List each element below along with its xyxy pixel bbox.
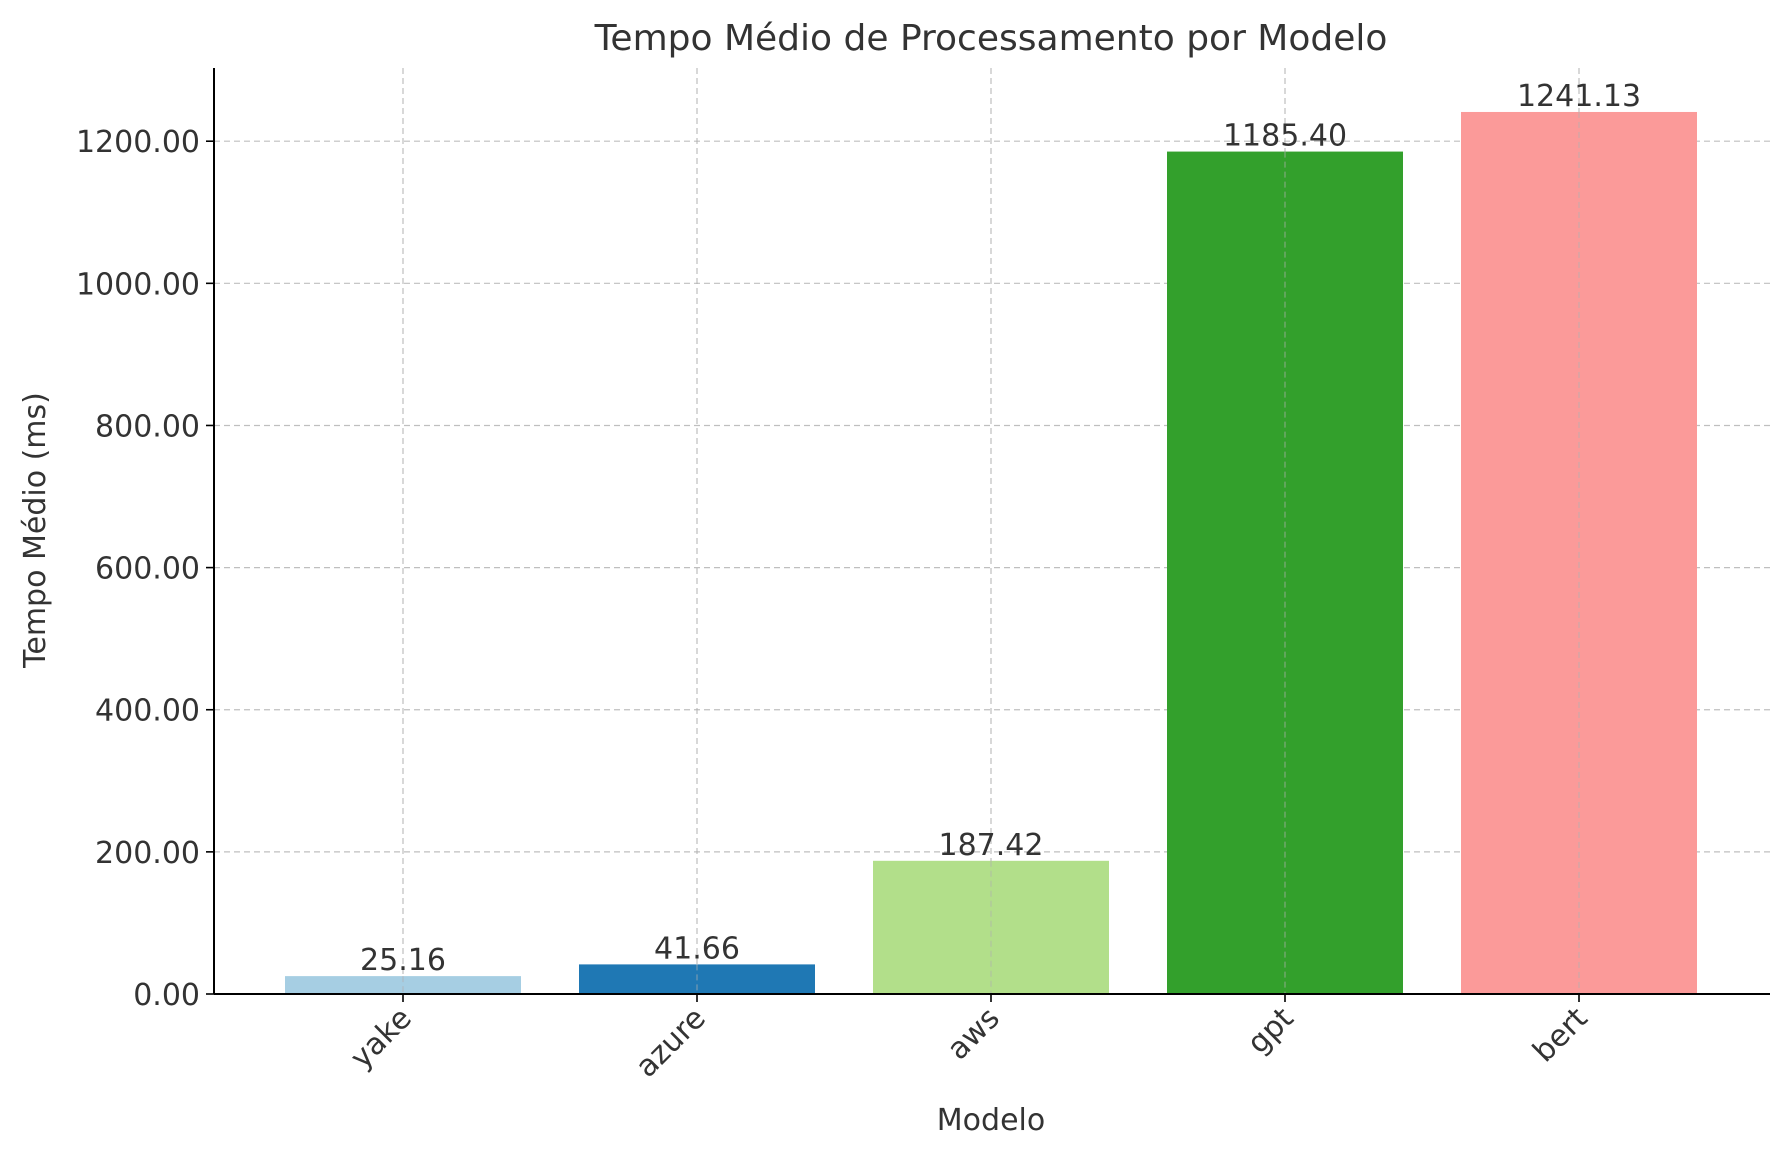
y-tick-label-1: 200.00 — [95, 836, 200, 871]
x-tick-label-aws: aws — [940, 1001, 1006, 1067]
x-tick-label-bert: bert — [1526, 1001, 1594, 1069]
y-tick-label-6: 1200.00 — [76, 125, 200, 160]
data-label-azure: 41.66 — [654, 931, 740, 966]
data-label-gpt: 1185.40 — [1223, 119, 1347, 154]
y-tick-label-2: 400.00 — [95, 694, 200, 729]
y-tick-label-0: 0.00 — [133, 978, 200, 1013]
y-tick-label-3: 600.00 — [95, 552, 200, 587]
data-label-bert: 1241.13 — [1517, 79, 1641, 114]
y-axis-label: Tempo Médio (ms) — [18, 392, 53, 669]
x-tick-label-yake: yake — [344, 1001, 419, 1076]
y-tick-label-5: 1000.00 — [76, 267, 200, 302]
x-tick-label-azure: azure — [629, 1001, 713, 1085]
y-tick-label-4: 800.00 — [95, 409, 200, 444]
x-axis-label: Modelo — [937, 1103, 1045, 1138]
x-tick-label-gpt: gpt — [1241, 1001, 1301, 1061]
bar-yake — [285, 976, 521, 994]
data-labels: 25.16 41.66 187.42 1185.40 1241.13 — [360, 79, 1641, 978]
axes — [206, 68, 1770, 1002]
chart-title: Tempo Médio de Processamento por Modelo — [594, 18, 1388, 59]
data-label-aws: 187.42 — [939, 828, 1044, 863]
data-label-yake: 25.16 — [360, 943, 446, 978]
